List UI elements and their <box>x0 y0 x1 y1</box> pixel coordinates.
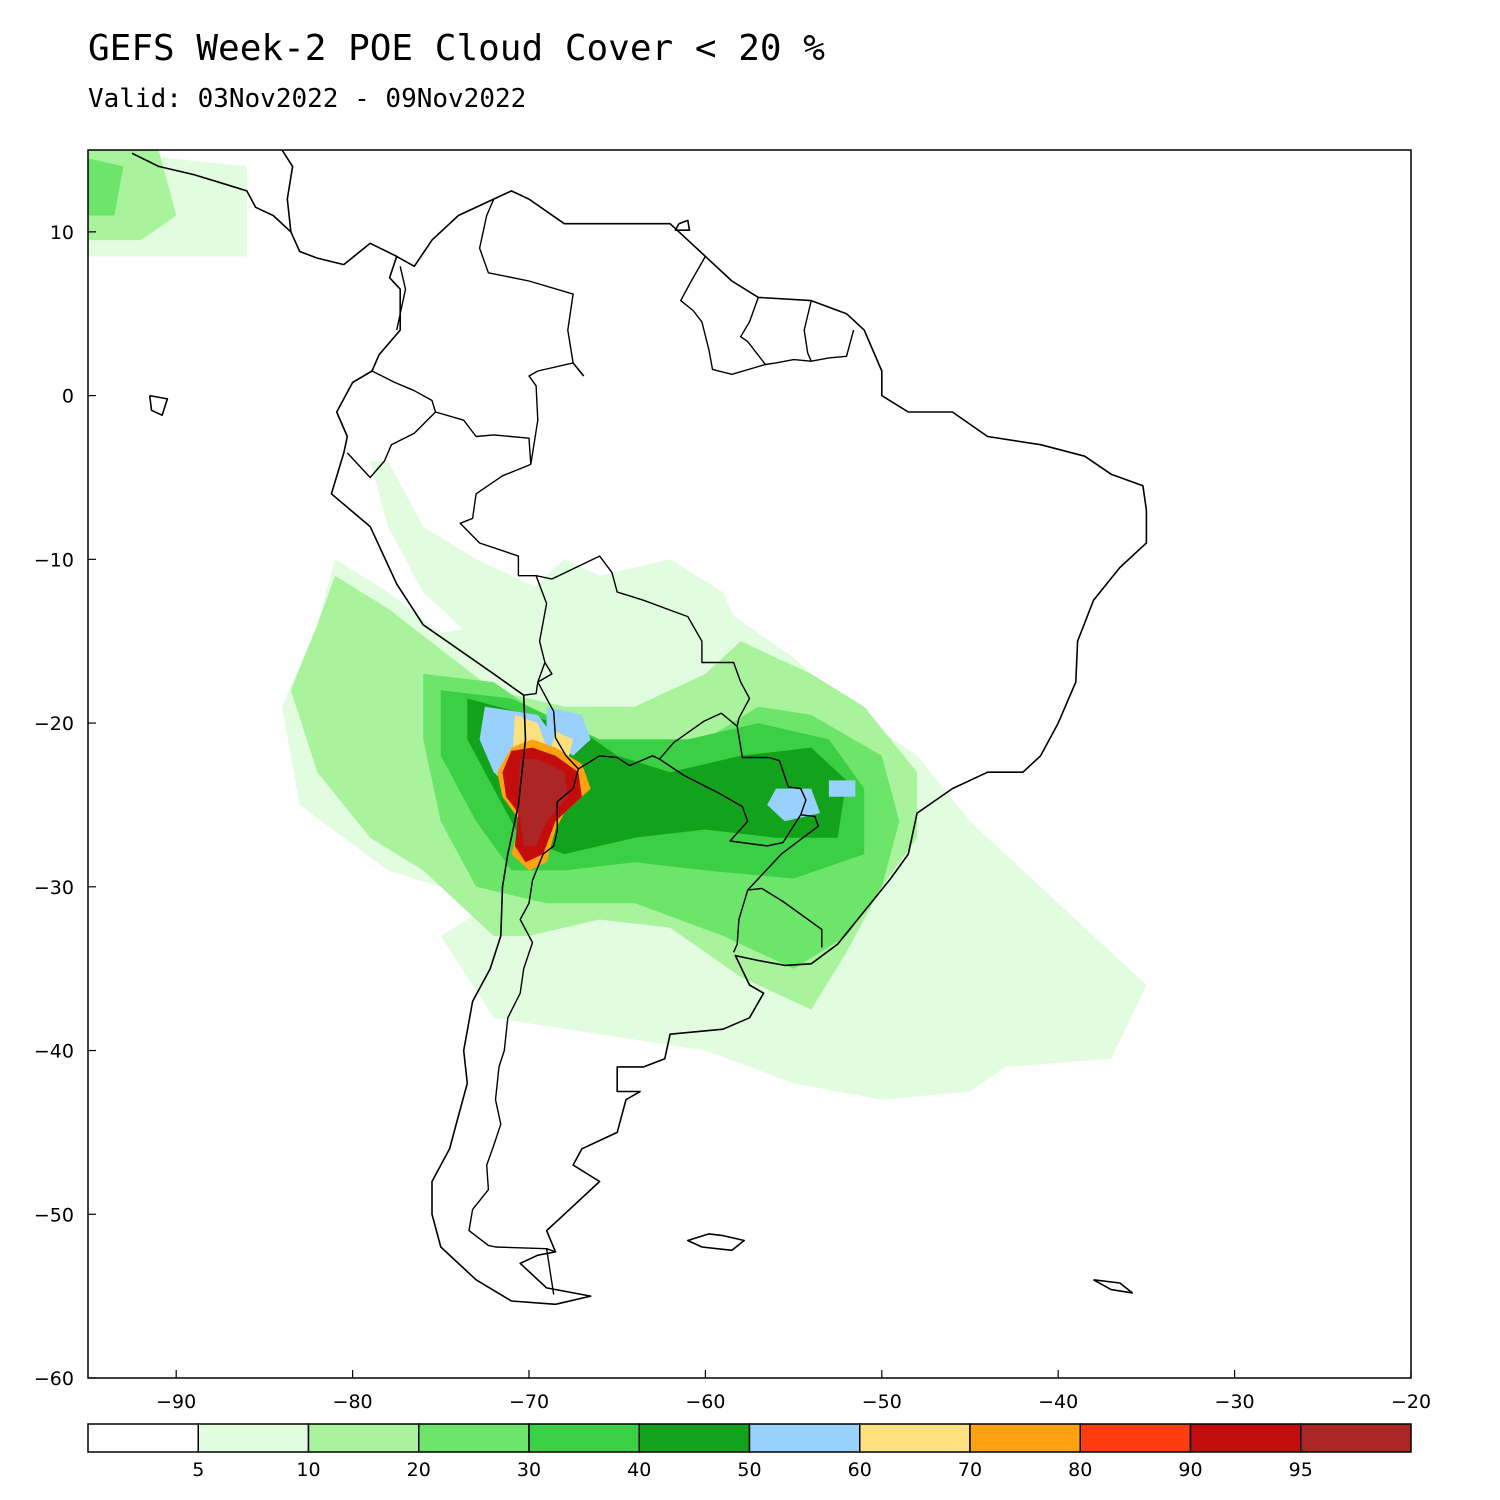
colorbar-swatch <box>969 1423 1081 1453</box>
coastline-5 <box>674 219 691 231</box>
x-axis: −90 −80 −70 −60 −50 −40 −30 −20 <box>156 1370 1431 1413</box>
y-tick-label: −20 <box>34 713 74 735</box>
border-6 <box>435 411 532 465</box>
probability-region-2 <box>88 158 124 216</box>
border-13 <box>736 726 807 816</box>
x-tick-label: −30 <box>1215 1391 1255 1413</box>
colorbar-swatch <box>1189 1423 1302 1453</box>
colorbar-swatch <box>197 1423 310 1453</box>
colorbar-label: 60 <box>848 1459 872 1481</box>
border-16 <box>732 889 749 953</box>
colorbar-swatch <box>638 1423 751 1453</box>
x-tick-label: −40 <box>1038 1391 1078 1413</box>
x-tick-label: −60 <box>685 1391 725 1413</box>
y-tick-label: −60 <box>34 1368 74 1390</box>
border-9 <box>535 555 751 727</box>
y-tick-label: −30 <box>34 877 74 899</box>
colorbar-label: 30 <box>517 1459 541 1481</box>
border-7 <box>528 362 585 465</box>
y-tick-label: 10 <box>50 222 74 244</box>
coastline-4 <box>1093 1279 1134 1294</box>
colorbar-swatch <box>307 1423 420 1453</box>
colorbar: 5 10 20 30 40 50 60 70 80 90 95 <box>87 1423 1412 1481</box>
border-0 <box>396 266 407 331</box>
coastline-2 <box>281 150 294 232</box>
colorbar-label: 80 <box>1068 1459 1092 1481</box>
x-tick-label: −70 <box>509 1391 549 1413</box>
coastline-6 <box>148 394 169 417</box>
probability-region-11 <box>828 780 856 797</box>
colorbar-label: 95 <box>1289 1459 1313 1481</box>
x-tick-label: −90 <box>156 1391 196 1413</box>
border-1 <box>478 198 585 377</box>
coastline-0 <box>330 190 1148 1306</box>
colorbar-label: 20 <box>407 1459 431 1481</box>
x-tick-label: −50 <box>862 1391 902 1413</box>
map-frame <box>87 149 1412 1379</box>
chart-subtitle: Valid: 03Nov2022 - 09Nov2022 <box>88 84 527 114</box>
colorbar-label: 90 <box>1178 1459 1202 1481</box>
y-tick-label: −50 <box>34 1204 74 1226</box>
border-10 <box>537 662 579 770</box>
colorbar-swatch <box>528 1423 640 1453</box>
colorbar-swatch <box>1079 1423 1192 1453</box>
y-tick-label: −10 <box>34 549 74 571</box>
y-tick-label: 0 <box>62 386 74 408</box>
colorbar-label: 70 <box>958 1459 982 1481</box>
x-tick-label: −80 <box>333 1391 373 1413</box>
colorbar-label: 40 <box>627 1459 651 1481</box>
border-8 <box>459 463 548 696</box>
y-tick-label: −40 <box>34 1041 74 1063</box>
border-11 <box>578 712 738 770</box>
coastlines <box>131 150 1148 1306</box>
coastline-1 <box>131 152 398 266</box>
probability-region-10 <box>767 788 821 822</box>
colorbar-label: 50 <box>737 1459 761 1481</box>
y-axis: 10 0 −10 −20 −30 −40 −50 −60 <box>34 222 96 1390</box>
border-12 <box>468 768 580 1253</box>
border-5 <box>346 370 437 479</box>
border-14 <box>659 758 802 847</box>
chart-title: GEFS Week-2 POE Cloud Cover < 20 % <box>88 28 825 69</box>
x-tick-label: −20 <box>1391 1391 1431 1413</box>
colorbar-label: 10 <box>296 1459 320 1481</box>
border-17 <box>545 1248 555 1295</box>
coastline-3 <box>686 1233 746 1252</box>
border-2 <box>680 256 766 375</box>
colorbar-swatch <box>418 1423 530 1453</box>
colorbar-swatch <box>859 1423 971 1453</box>
colorbar-swatch <box>748 1423 861 1453</box>
country-borders <box>346 198 855 1295</box>
probability-field <box>88 150 1147 1100</box>
colorbar-swatch <box>1300 1423 1412 1453</box>
colorbar-swatch <box>87 1423 199 1453</box>
probability-region-16 <box>518 759 568 846</box>
colorbar-label: 5 <box>192 1459 204 1481</box>
border-4 <box>803 300 855 362</box>
border-3 <box>740 297 812 366</box>
